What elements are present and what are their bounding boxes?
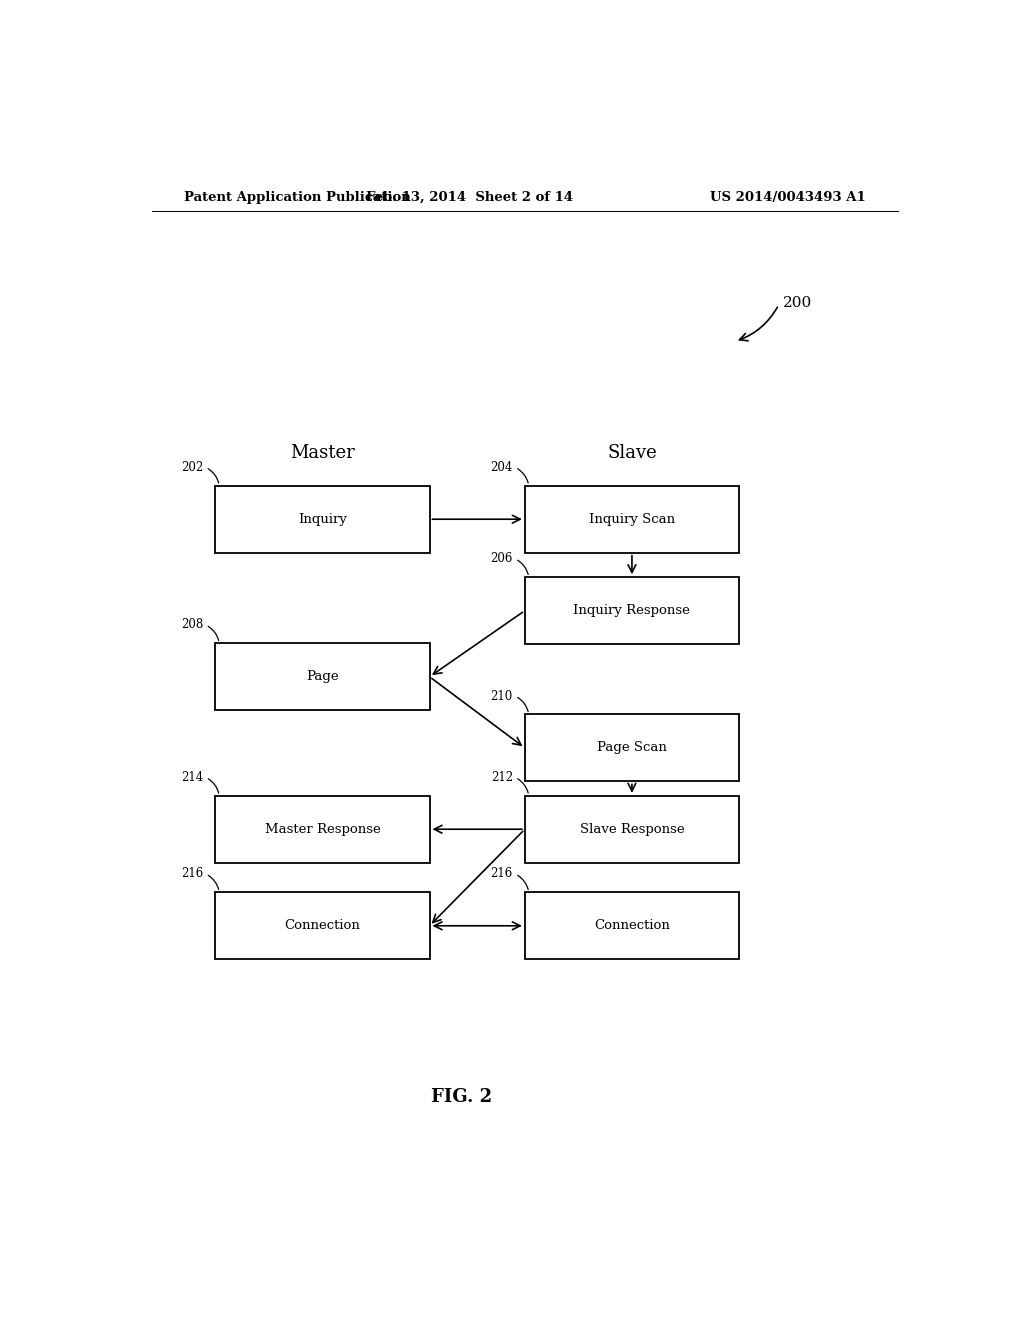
Text: Master: Master (290, 444, 354, 462)
Text: Page: Page (306, 671, 339, 684)
Text: Patent Application Publication: Patent Application Publication (183, 190, 411, 203)
Bar (215, 892, 430, 960)
Bar (215, 486, 430, 553)
Text: 214: 214 (181, 771, 204, 784)
Text: Master Response: Master Response (264, 822, 380, 836)
Text: Inquiry Scan: Inquiry Scan (589, 512, 675, 525)
Text: Connection: Connection (594, 919, 670, 932)
Text: 200: 200 (782, 296, 812, 310)
Bar (524, 796, 739, 863)
Text: 216: 216 (181, 867, 204, 880)
Text: Slave: Slave (607, 444, 656, 462)
Text: Connection: Connection (285, 919, 360, 932)
Text: FIG. 2: FIG. 2 (431, 1088, 492, 1106)
Text: 206: 206 (490, 552, 513, 565)
Bar (215, 643, 430, 710)
Text: Inquiry Response: Inquiry Response (573, 605, 690, 618)
Bar (524, 892, 739, 960)
Bar (524, 577, 739, 644)
Text: 208: 208 (181, 619, 204, 631)
Text: Slave Response: Slave Response (580, 822, 684, 836)
Text: 202: 202 (181, 461, 204, 474)
Text: Inquiry: Inquiry (298, 512, 347, 525)
Text: 216: 216 (490, 867, 513, 880)
Text: 204: 204 (490, 461, 513, 474)
Text: Feb. 13, 2014  Sheet 2 of 14: Feb. 13, 2014 Sheet 2 of 14 (366, 190, 572, 203)
Bar (524, 486, 739, 553)
Bar (215, 796, 430, 863)
Bar (524, 714, 739, 781)
Text: Page Scan: Page Scan (597, 742, 667, 755)
Text: US 2014/0043493 A1: US 2014/0043493 A1 (711, 190, 866, 203)
Text: 212: 212 (490, 771, 513, 784)
Text: 210: 210 (490, 689, 513, 702)
